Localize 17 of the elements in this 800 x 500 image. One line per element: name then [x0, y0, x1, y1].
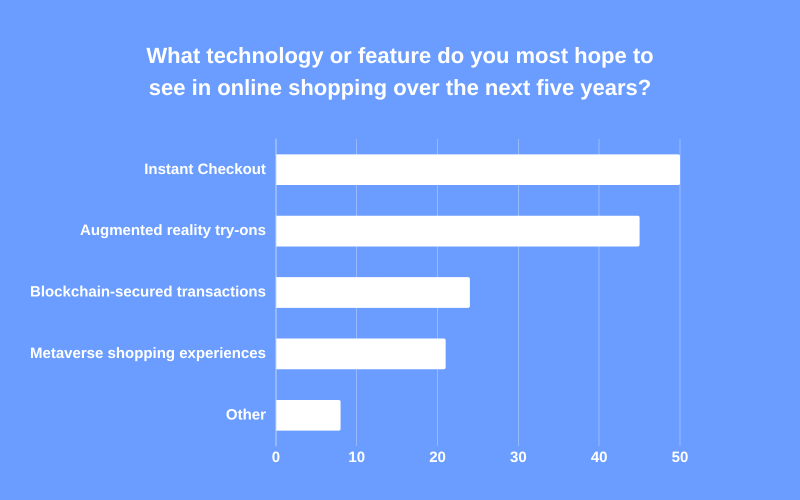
x-tick-label: 20 — [429, 449, 446, 466]
y-tick-label: Metaverse shopping experiences — [30, 345, 266, 362]
bar — [276, 338, 446, 370]
y-tick-label: Other — [226, 406, 266, 424]
x-tick-label: 40 — [590, 449, 608, 466]
bar — [276, 277, 470, 308]
bar — [276, 400, 341, 431]
bar — [276, 216, 640, 246]
chart-title: What technology or feature do you most hope to see in online shopping over the next five years? — [145, 42, 655, 102]
y-tick-label: Blockchain-secured transactions — [30, 284, 266, 301]
x-tick-label: 50 — [672, 449, 688, 466]
x-tick-label: 0 — [272, 449, 280, 466]
x-tick-label: 10 — [348, 449, 366, 466]
x-tick-label: 30 — [510, 449, 527, 466]
y-tick-label: Instant Checkout — [144, 160, 266, 178]
y-tick-label: Augmented reality try-ons — [80, 222, 266, 240]
bar — [276, 154, 680, 186]
